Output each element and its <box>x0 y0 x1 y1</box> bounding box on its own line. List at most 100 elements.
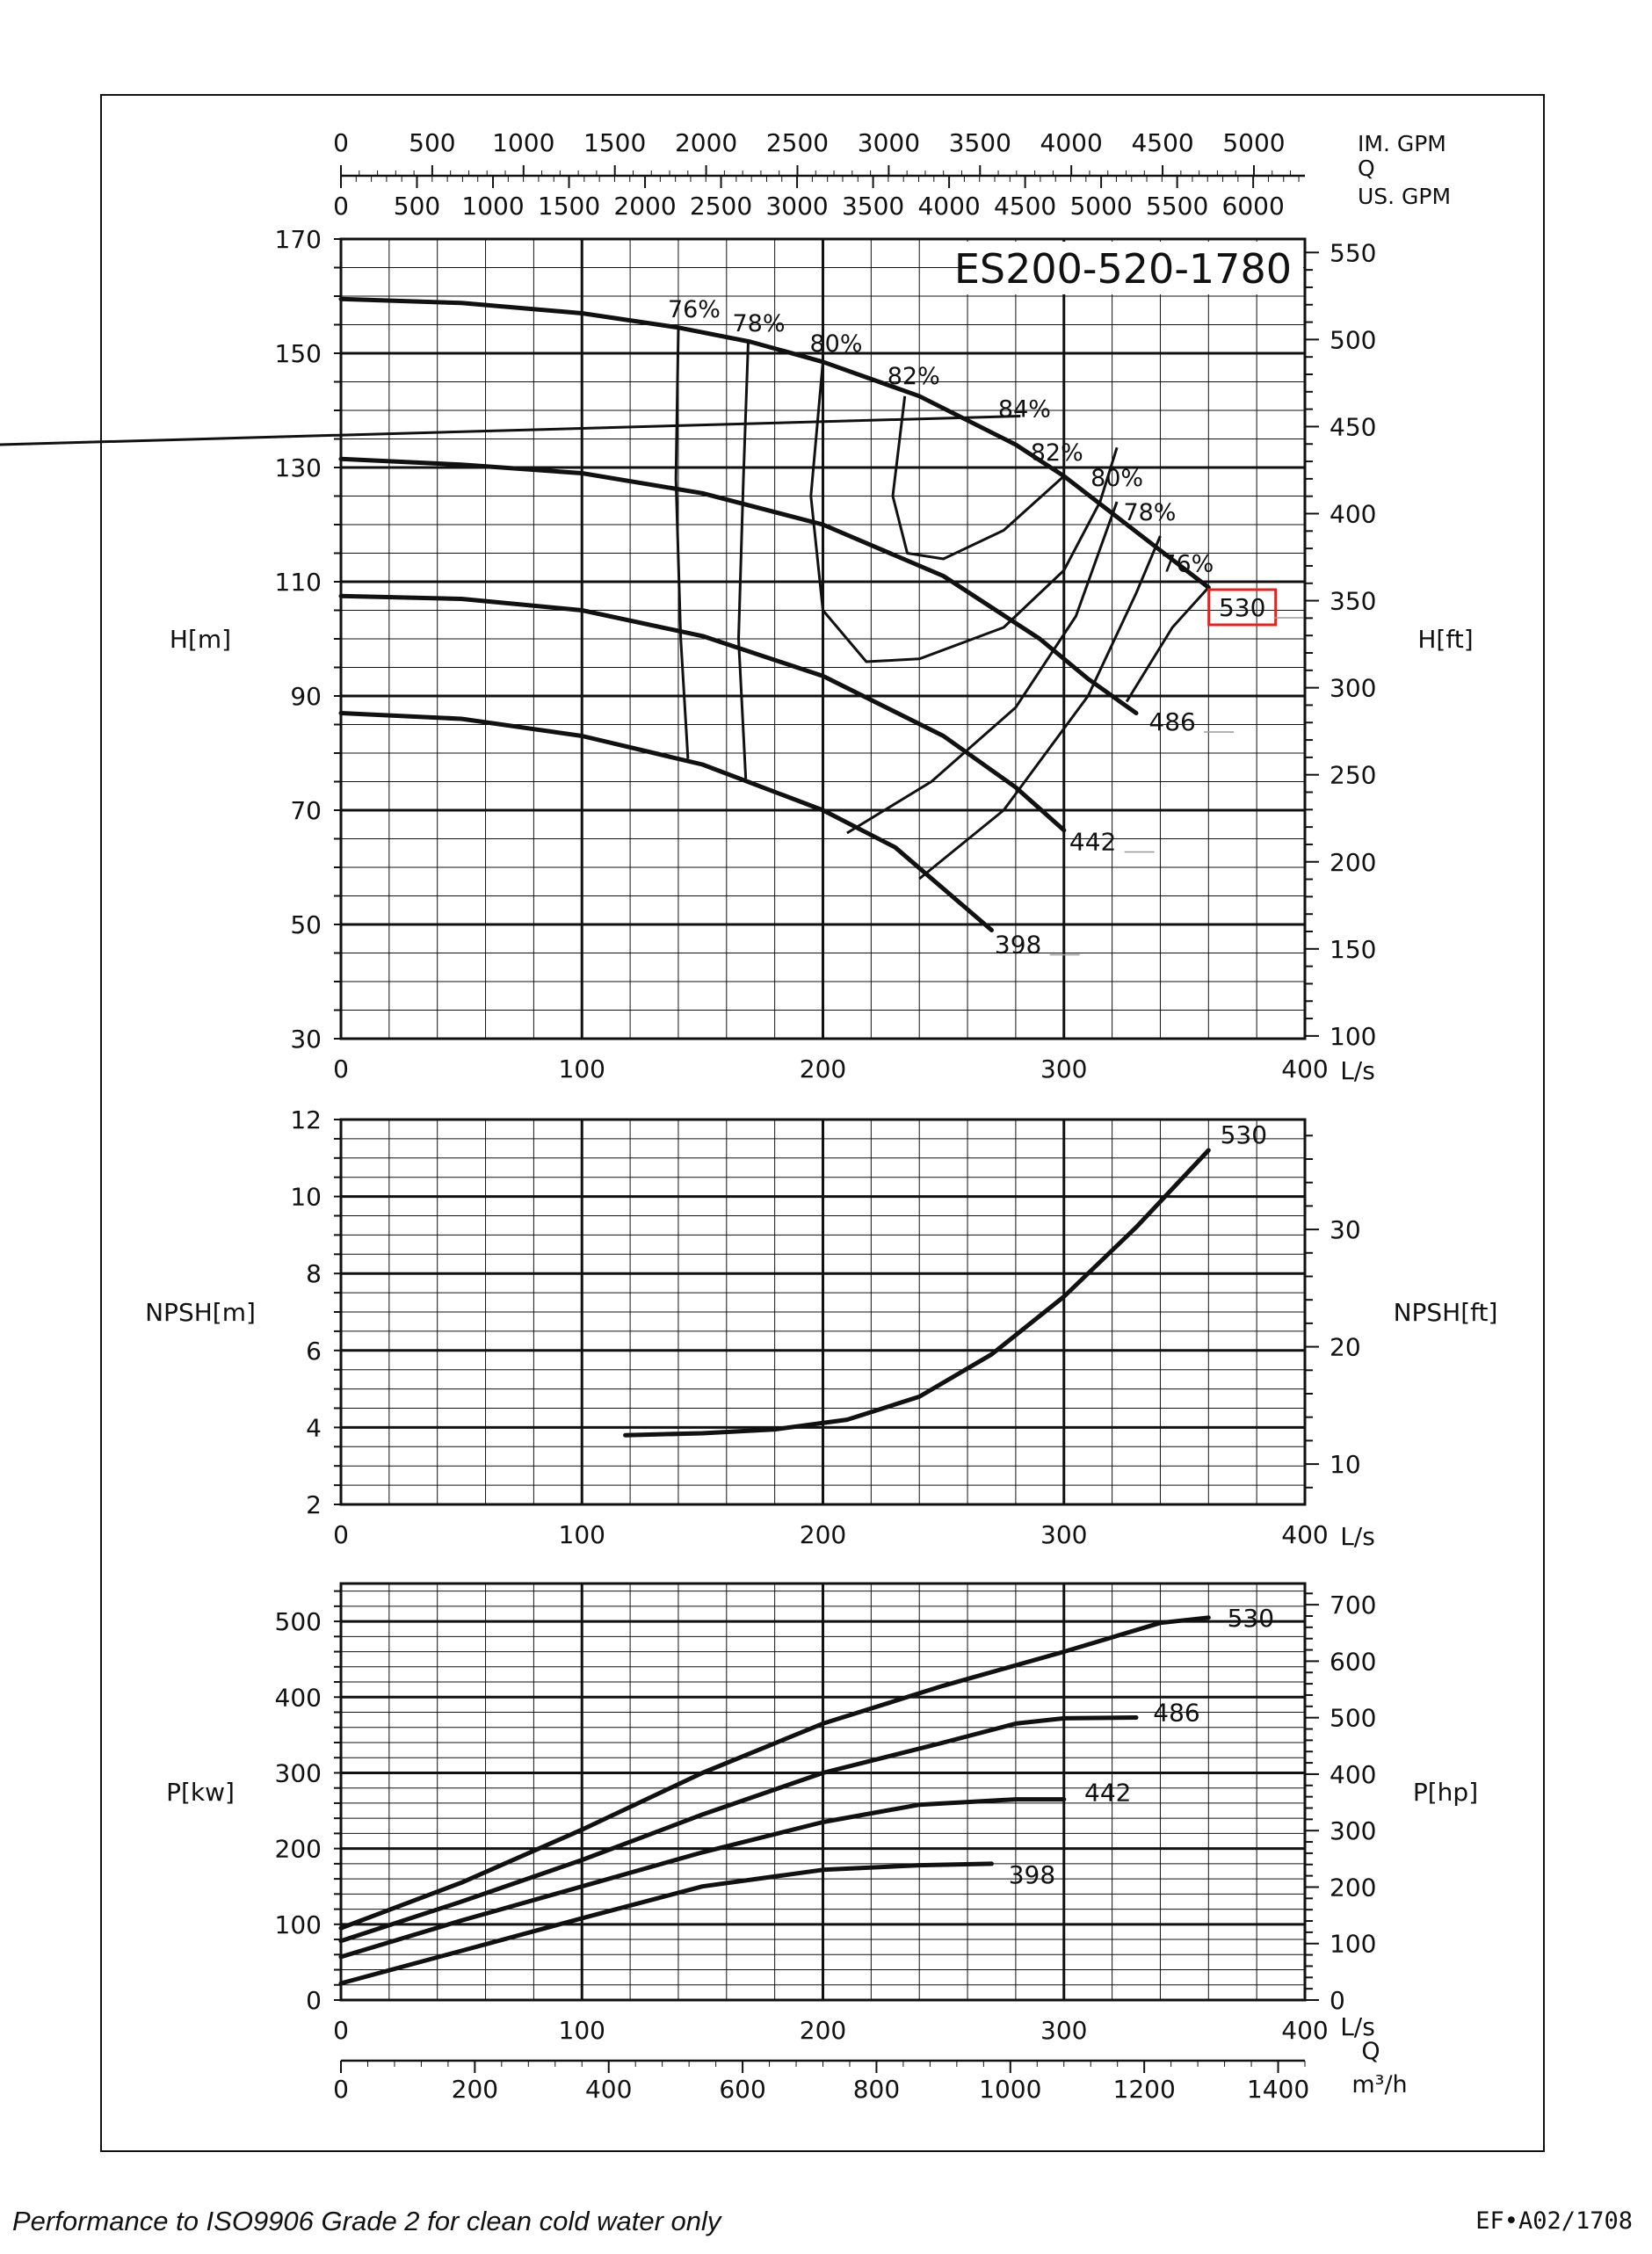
head-y2-tick-label: 250 <box>1330 761 1376 790</box>
power-y-tick-label: 500 <box>275 1607 322 1636</box>
head-x-unit-label: L/s <box>1340 1056 1375 1085</box>
us-gpm-tick-label: 3500 <box>842 192 904 221</box>
power-x-tick-label: 300 <box>1040 2016 1087 2045</box>
us-gpm-tick-label: 0 <box>333 192 349 221</box>
head-y2-tick-label: 200 <box>1330 848 1376 877</box>
head-y2-tick-label: 150 <box>1330 935 1376 964</box>
efficiency-label: 84% <box>998 396 1051 424</box>
head-series-label-486: 486 <box>1148 707 1195 736</box>
im-gpm-tick-label: 3500 <box>949 128 1011 157</box>
npsh-y-tick-label: 6 <box>306 1337 322 1366</box>
head-curve-486 <box>338 456 1139 715</box>
us-gpm-tick-label: 500 <box>394 192 440 221</box>
efficiency-tick-84pct <box>0 415 1021 446</box>
m3h-tick-label: 400 <box>585 2075 632 2104</box>
npsh-y-tick-label: 8 <box>306 1259 322 1288</box>
m3h-unit-label: m³/h <box>1351 2071 1407 2098</box>
efficiency-contour-82pct <box>891 395 1065 561</box>
efficiency-label: 82% <box>888 363 940 390</box>
efficiency-label: 78% <box>732 310 785 337</box>
head-x-tick-label: 100 <box>559 1055 605 1084</box>
npsh-y2-tick-label: 10 <box>1330 1450 1361 1479</box>
efficiency-label: 82% <box>1031 439 1083 467</box>
us-gpm-tick-label: 4500 <box>994 192 1056 221</box>
title-box <box>965 242 1303 294</box>
power-y2-tick-label: 600 <box>1330 1647 1376 1676</box>
power-series-label-442: 442 <box>1084 1779 1131 1808</box>
power-curve-442 <box>338 1797 1067 1960</box>
power-y2-tick-label: 0 <box>1330 1986 1345 2015</box>
npsh-x-tick-label: 400 <box>1281 1520 1328 1549</box>
efficiency-label: 78% <box>1123 499 1176 526</box>
power-y2-tick-label: 300 <box>1330 1816 1376 1845</box>
head-y2-tick-label: 450 <box>1330 412 1376 441</box>
im-gpm-tick-label: 2000 <box>675 128 737 157</box>
head-series-label-442: 442 <box>1069 828 1116 857</box>
power-y2-tick-label: 500 <box>1330 1704 1376 1733</box>
m3h-tick-label: 200 <box>452 2075 498 2104</box>
power-y-tick-label: 200 <box>275 1835 322 1864</box>
power-series-label-530: 530 <box>1228 1604 1274 1633</box>
power-y-axis-label: P[kw] <box>166 1778 235 1807</box>
bottom-q-axis-label: Q <box>1361 2038 1380 2065</box>
npsh-y-tick-label: 2 <box>306 1490 322 1519</box>
m3h-tick-label: 1400 <box>1247 2075 1309 2104</box>
us-gpm-tick-label: 2000 <box>613 192 676 221</box>
power-x-tick-label: 400 <box>1281 2016 1328 2045</box>
m3h-tick-label: 800 <box>853 2075 900 2104</box>
head-y-tick-label: 30 <box>290 1025 322 1054</box>
head-y-tick-label: 150 <box>275 339 322 368</box>
npsh-x-tick-label: 100 <box>559 1520 605 1549</box>
head-y2-tick-label: 300 <box>1330 674 1376 703</box>
npsh-x-tick-label: 200 <box>800 1520 846 1549</box>
efficiency-label: 80% <box>809 330 862 358</box>
us-gpm-tick-label: 3000 <box>765 192 828 221</box>
im-gpm-tick-label: 4500 <box>1131 128 1193 157</box>
head-curve-398 <box>338 711 994 932</box>
head-y2-axis-label: H[ft] <box>1417 625 1473 654</box>
head-x-tick-label: 0 <box>333 1055 349 1084</box>
im-gpm-tick-label: 1000 <box>492 128 554 157</box>
power-plot-border <box>339 1582 1307 2002</box>
us-gpm-tick-label: 1500 <box>538 192 600 221</box>
power-y-tick-label: 400 <box>275 1683 322 1712</box>
chart-title: ES200-520-1780 <box>954 245 1292 293</box>
power-x-tick-label: 200 <box>800 2016 846 2045</box>
npsh-x-tick-label: 300 <box>1040 1520 1087 1549</box>
power-series-label-398: 398 <box>1009 1860 1055 1889</box>
im-gpm-tick-label: 500 <box>409 128 455 157</box>
efficiency-contour-76pct <box>1125 586 1210 703</box>
head-y-tick-label: 70 <box>290 796 322 825</box>
efficiency-label: 80% <box>1090 465 1143 492</box>
npsh-y2-axis-label: NPSH[ft] <box>1394 1298 1498 1327</box>
power-curve-398 <box>338 1861 994 1986</box>
im-gpm-tick-label: 2500 <box>766 128 829 157</box>
head-y-axis-label: H[m] <box>170 625 231 654</box>
power-y2-tick-label: 100 <box>1330 1930 1376 1959</box>
top-q-axis-label: Q <box>1358 156 1375 181</box>
footer-note: Performance to ISO9906 Grade 2 for clean… <box>12 2206 721 2236</box>
npsh-y2-tick-label: 30 <box>1330 1215 1361 1244</box>
m3h-tick-label: 1200 <box>1113 2075 1176 2104</box>
head-y-tick-label: 130 <box>275 453 322 482</box>
power-y2-tick-label: 200 <box>1330 1873 1376 1902</box>
head-y-tick-label: 90 <box>290 682 322 711</box>
head-series-label-398: 398 <box>995 931 1041 960</box>
us-gpm-axis-label: US. GPM <box>1358 184 1451 209</box>
power-y2-tick-label: 400 <box>1330 1760 1376 1789</box>
power-x-tick-label: 0 <box>333 2016 349 2045</box>
power-y-tick-label: 300 <box>275 1758 322 1787</box>
head-x-tick-label: 300 <box>1040 1055 1087 1084</box>
power-y2-axis-label: P[hp] <box>1413 1778 1478 1807</box>
head-curve-530 <box>338 296 1211 590</box>
npsh-x-tick-label: 0 <box>333 1520 349 1549</box>
power-curve-486 <box>338 1715 1139 1944</box>
efficiency-label: 76% <box>1161 551 1214 578</box>
footer-code: EF•A02/1708 <box>1475 2207 1633 2235</box>
power-curve-530 <box>338 1615 1211 1931</box>
us-gpm-tick-label: 2500 <box>690 192 752 221</box>
npsh-y-tick-label: 12 <box>290 1105 322 1134</box>
im-gpm-tick-label: 3000 <box>858 128 920 157</box>
efficiency-label: 76% <box>668 296 721 323</box>
